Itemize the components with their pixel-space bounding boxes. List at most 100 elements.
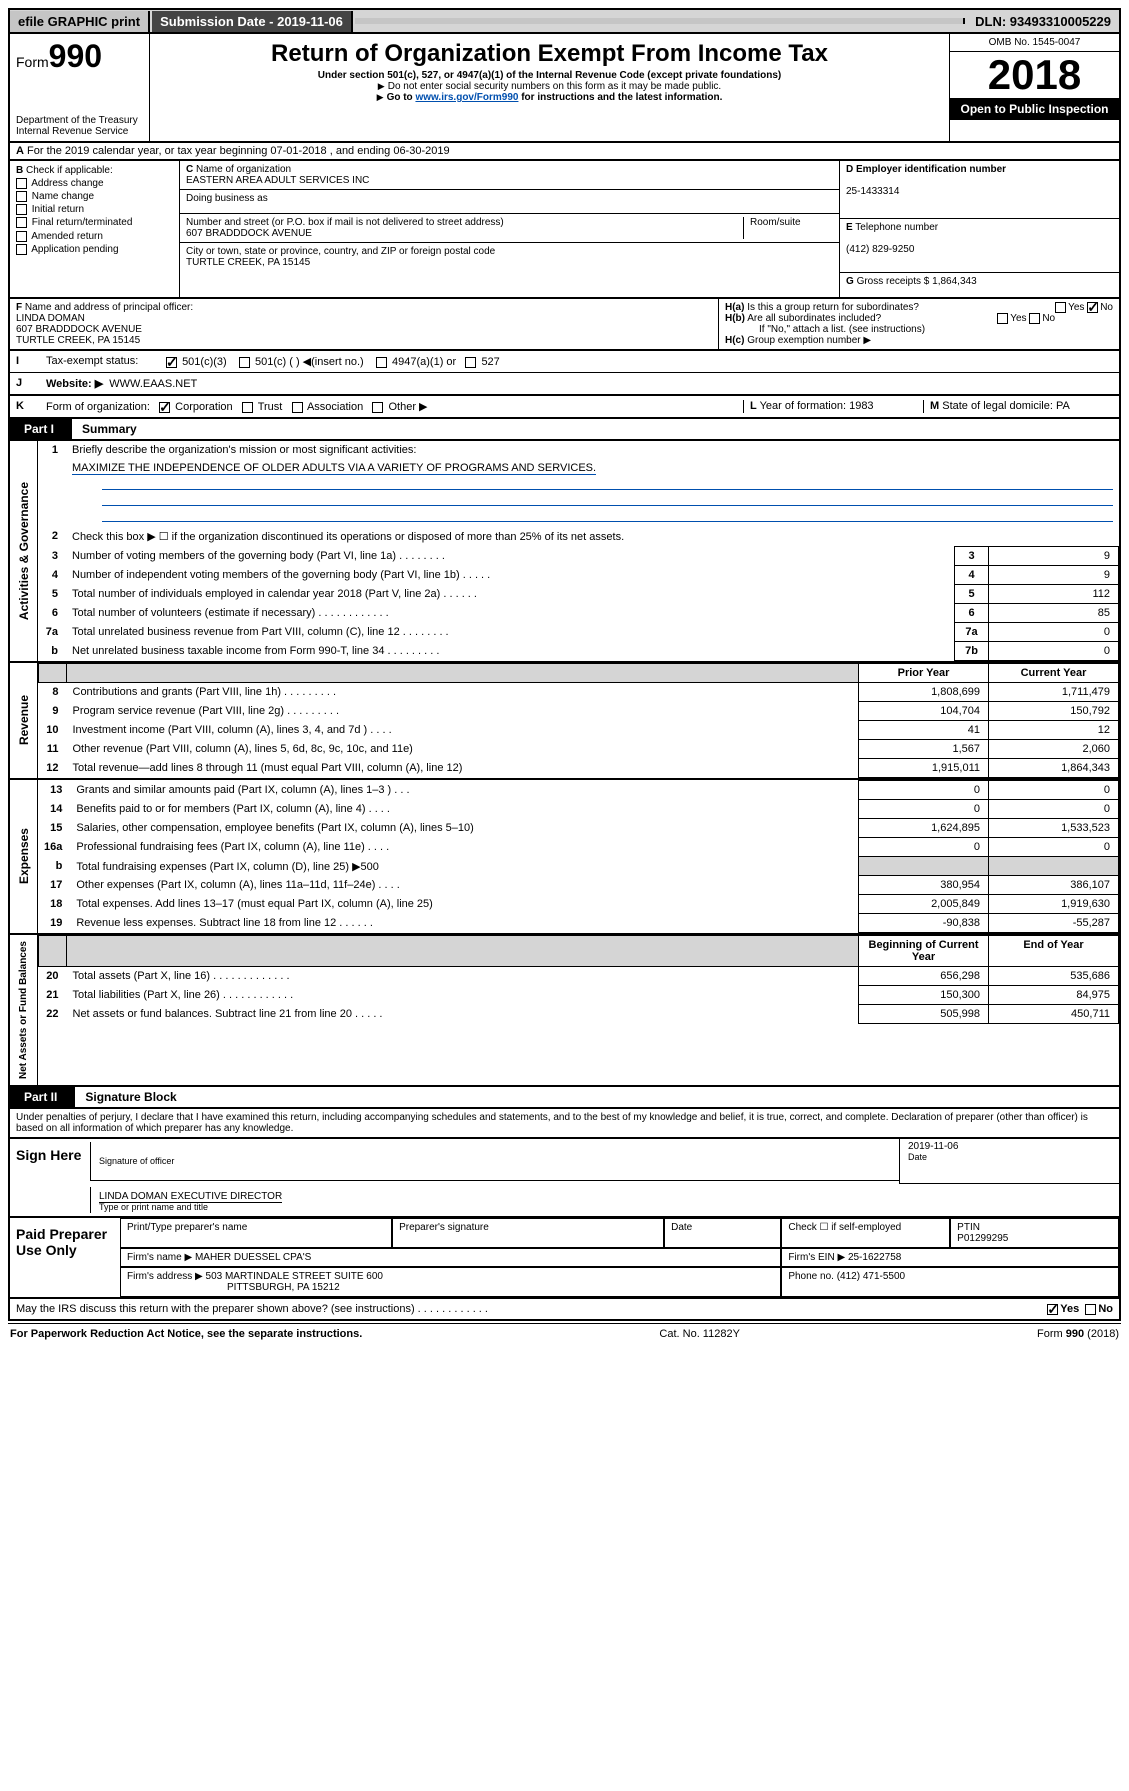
line-20: Total assets (Part X, line 16) . . . . .… [67, 967, 859, 986]
top-bar: efile GRAPHIC print Submission Date - 20… [8, 8, 1121, 34]
open-public: Open to Public Inspection [950, 98, 1119, 120]
section-revenue: Revenue Prior YearCurrent Year 8Contribu… [8, 663, 1121, 780]
ptin-label: PTIN [957, 1222, 980, 1233]
cat-no: Cat. No. 11282Y [659, 1328, 740, 1340]
form-990: 990 [49, 38, 102, 74]
cb-4947[interactable]: 4947(a)(1) or [392, 356, 456, 368]
line-4: Number of independent voting members of … [66, 566, 955, 585]
begin-year-hdr: Beginning of Current Year [859, 936, 989, 967]
line-9: Program service revenue (Part VIII, line… [67, 702, 859, 721]
box-c-city: City or town, state or province, country… [180, 243, 839, 271]
subtitle-3: Go to www.irs.gov/Form990 for instructio… [158, 92, 941, 103]
firm-ein-label: Firm's EIN ▶ [788, 1252, 845, 1263]
cb-assoc[interactable]: Association [307, 401, 363, 413]
part-2-title: Signature Block [71, 1087, 1119, 1107]
efile-link[interactable]: efile GRAPHIC print [10, 11, 150, 32]
perjury-statement: Under penalties of perjury, I declare th… [8, 1109, 1121, 1139]
line-19: Revenue less expenses. Subtract line 18 … [70, 914, 858, 933]
cb-other[interactable]: Other ▶ [388, 401, 427, 413]
cb-501c[interactable]: 501(c) ( ) ◀(insert no.) [255, 356, 364, 368]
form-header: Form990 Department of the Treasury Inter… [8, 34, 1121, 143]
cb-name-change[interactable]: Name change [32, 191, 94, 202]
room-suite: Room/suite [743, 217, 833, 239]
row-fh: F Name and address of principal officer:… [8, 299, 1121, 351]
revenue-label: Revenue [15, 689, 33, 751]
line-16a: Professional fundraising fees (Part IX, … [70, 838, 858, 857]
line-10: Investment income (Part VIII, column (A)… [67, 721, 859, 740]
subtitle-1: Under section 501(c), 527, or 4947(a)(1)… [158, 70, 941, 81]
form-title: Return of Organization Exempt From Incom… [158, 40, 941, 68]
form-number: Form990 [16, 38, 143, 75]
sign-here-label: Sign Here [10, 1139, 90, 1216]
firm-phone: (412) 471-5500 [837, 1271, 905, 1282]
mission-text: MAXIMIZE THE INDEPENDENCE OF OLDER ADULT… [72, 462, 596, 475]
section-governance: Activities & Governance 1Briefly describ… [8, 441, 1121, 663]
part-2-tab: Part II [10, 1087, 71, 1107]
line-22: Net assets or fund balances. Subtract li… [67, 1005, 859, 1024]
line-11: Other revenue (Part VIII, column (A), li… [67, 740, 859, 759]
dln: DLN: 93493310005229 [967, 11, 1119, 32]
form-footer: Form 990 (2018) [1037, 1328, 1119, 1340]
cb-corp[interactable]: Corporation [175, 401, 232, 413]
line-6: Total number of volunteers (estimate if … [66, 604, 955, 623]
officer-name-label: Type or print name and title [99, 1202, 208, 1212]
part-1-tab: Part I [10, 419, 68, 439]
expenses-label: Expenses [15, 822, 33, 890]
header-left: Form990 Department of the Treasury Inter… [10, 34, 150, 141]
form990-link[interactable]: www.irs.gov/Form990 [415, 92, 518, 103]
part-2-header: Part II Signature Block [8, 1087, 1121, 1109]
preparer-date-hdr: Date [664, 1218, 781, 1248]
box-d: D Employer identification number 25-1433… [840, 161, 1119, 219]
tax-year: 2018 [950, 52, 1119, 98]
paid-preparer-block: Paid Preparer Use Only Print/Type prepar… [8, 1218, 1121, 1299]
box-g: G Gross receipts $ 1,864,343 [840, 273, 1119, 297]
sign-date-label: Date [908, 1152, 927, 1162]
firm-name: MAHER DUESSEL CPA'S [195, 1252, 311, 1263]
block-bcdeg: B Check if applicable: Address change Na… [8, 161, 1121, 299]
cb-trust[interactable]: Trust [258, 401, 283, 413]
line-15: Salaries, other compensation, employee b… [70, 819, 858, 838]
box-c-name: C Name of organization EASTERN AREA ADUL… [180, 161, 839, 190]
cb-final-return[interactable]: Final return/terminated [32, 218, 133, 229]
firm-name-label: Firm's name ▶ [127, 1252, 192, 1263]
line-1-label: Briefly describe the organization's miss… [66, 441, 1119, 459]
line-7b: Net unrelated business taxable income fr… [66, 642, 955, 661]
net-assets-label: Net Assets or Fund Balances [16, 935, 31, 1085]
firm-addr2: PITTSBURGH, PA 15212 [227, 1282, 340, 1293]
discuss-row: May the IRS discuss this return with the… [8, 1299, 1121, 1321]
irs-label: Internal Revenue Service [16, 126, 143, 137]
line-16b: Total fundraising expenses (Part IX, col… [70, 857, 858, 876]
preparer-sig-hdr: Preparer's signature [392, 1218, 664, 1248]
paid-preparer-label: Paid Preparer Use Only [10, 1218, 120, 1297]
cb-501c3[interactable]: 501(c)(3) [182, 356, 227, 368]
part-1-title: Summary [68, 419, 1119, 439]
box-c-dba: Doing business as [180, 190, 839, 214]
spacer [355, 18, 965, 24]
box-l: L Year of formation: 1983 [743, 400, 923, 413]
subtitle-2: Do not enter social security numbers on … [158, 81, 941, 92]
firm-addr-label: Firm's address ▶ [127, 1271, 203, 1282]
line-8: Contributions and grants (Part VIII, lin… [67, 683, 859, 702]
cb-application-pending[interactable]: Application pending [31, 244, 118, 255]
cb-address-change[interactable]: Address change [31, 178, 103, 189]
preparer-name-hdr: Print/Type preparer's name [120, 1218, 392, 1248]
ptin-value: P01299295 [957, 1233, 1008, 1244]
line-3: Number of voting members of the governin… [66, 547, 955, 566]
section-net-assets: Net Assets or Fund Balances Beginning of… [8, 935, 1121, 1087]
self-employed-check[interactable]: Check ☐ if self-employed [781, 1218, 950, 1248]
prior-year-hdr: Prior Year [859, 664, 989, 683]
sig-officer-label: Signature of officer [99, 1156, 899, 1166]
submission-date: Submission Date - 2019-11-06 [152, 11, 353, 32]
box-f: F Name and address of principal officer:… [10, 299, 719, 349]
sign-here-block: Sign Here Signature of officer 2019-11-0… [8, 1139, 1121, 1218]
box-i: I Tax-exempt status: 501(c)(3) 501(c) ( … [8, 351, 1121, 373]
cb-527[interactable]: 527 [481, 356, 499, 368]
box-j: J Website: ▶ WWW.EAAS.NET [8, 373, 1121, 396]
dept-treasury: Department of the Treasury [16, 115, 143, 126]
current-year-hdr: Current Year [989, 664, 1119, 683]
cb-amended[interactable]: Amended return [31, 231, 103, 242]
box-b: B Check if applicable: Address change Na… [10, 161, 180, 297]
governance-label: Activities & Governance [15, 476, 33, 626]
header-right: OMB No. 1545-0047 2018 Open to Public In… [949, 34, 1119, 141]
cb-initial-return[interactable]: Initial return [32, 204, 84, 215]
